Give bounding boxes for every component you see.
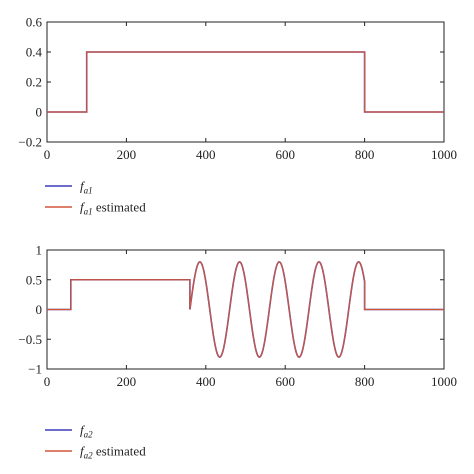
series-line-estimated — [47, 261, 444, 358]
y-tick-label: 1 — [36, 243, 43, 258]
x-tick-label: 0 — [44, 147, 51, 162]
y-tick-label: 0 — [36, 105, 43, 120]
y-tick-label: −0.2 — [18, 135, 42, 150]
y-tick-label: 0.2 — [26, 75, 42, 90]
x-tick-label: 0 — [44, 374, 51, 389]
x-tick-label: 1000 — [431, 147, 457, 162]
x-tick-label: 600 — [275, 147, 295, 162]
y-tick-label: −0.5 — [18, 332, 42, 347]
legend-entry-label: fa1 estimated — [80, 200, 146, 217]
x-tick-label: 800 — [355, 374, 375, 389]
x-tick-label: 200 — [117, 374, 137, 389]
y-tick-label: −1 — [28, 362, 42, 377]
series-line-actual — [47, 51, 444, 113]
x-tick-label: 800 — [355, 147, 375, 162]
x-tick-label: 200 — [117, 147, 137, 162]
y-tick-label: 0.4 — [26, 45, 43, 60]
legend-entry-label: fa2 — [80, 423, 93, 440]
chart-panel-2: 0 200 400 600 800 1000 −1 −0.5 0 0.5 1 fa2 fa2 estim… — [18, 243, 457, 461]
x-tick-label: 400 — [196, 147, 216, 162]
y-tick-label: 0.6 — [26, 15, 43, 30]
x-tick-label: 1000 — [431, 374, 457, 389]
x-tick-label: 600 — [275, 374, 295, 389]
plot-frame — [46, 21, 445, 143]
y-tick-label: 0.5 — [26, 272, 42, 287]
y-tick-label: 0 — [36, 302, 43, 317]
legend-entry-label: fa1 — [80, 179, 93, 196]
legend-entry-label: fa2 estimated — [80, 444, 146, 461]
x-tick-label: 400 — [196, 374, 216, 389]
series-line-estimated — [47, 51, 444, 113]
legend: fa2 fa2 estimated — [45, 423, 146, 461]
legend: fa1 fa1 estimated — [45, 179, 146, 217]
